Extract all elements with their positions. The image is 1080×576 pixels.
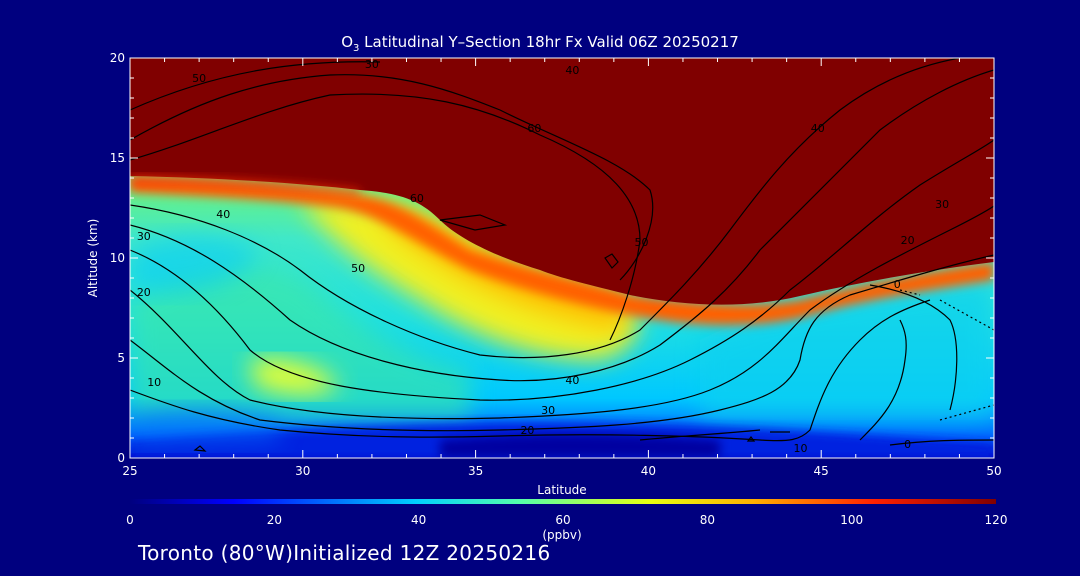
ozone-field <box>130 58 994 458</box>
colorbar-tick-label: 20 <box>267 513 282 527</box>
contour-label: 50 <box>634 236 648 249</box>
colorbar-tick-label: 60 <box>555 513 570 527</box>
contour-label: 50 <box>351 262 365 275</box>
contour-label: 30 <box>541 404 555 417</box>
x-tick-label: 50 <box>986 464 1001 478</box>
colorbar-ticks: 0 20 40 60 80 100 120 <box>126 513 1007 527</box>
contour-label: 50 <box>192 72 206 85</box>
contour-label: 40 <box>216 208 230 221</box>
contour-label: 60 <box>527 122 541 135</box>
colorbar-tick-label: 100 <box>840 513 863 527</box>
y-tick-label: 10 <box>110 251 125 265</box>
colorbar <box>130 499 996 504</box>
chart-title: O3 Latitudinal Y–Section 18hr Fx Valid 0… <box>341 33 739 54</box>
contour-label: 20 <box>901 234 915 247</box>
x-tick-label: 35 <box>468 464 483 478</box>
contour-label: 30 <box>365 58 379 71</box>
contour-lines <box>130 58 994 452</box>
contour-label: 30 <box>935 198 949 211</box>
y-axis-label: Altitude (km) <box>86 219 100 298</box>
contour-label: 10 <box>147 376 161 389</box>
contour-label: 0 <box>894 278 901 291</box>
contour-label: 0 <box>904 438 911 451</box>
colorbar-unit-label: (ppbv) <box>542 528 581 542</box>
contour-label: 40 <box>811 122 825 135</box>
colorbar-tick-label: 0 <box>126 513 134 527</box>
y-tick-label: 20 <box>110 51 125 65</box>
contour-label: 20 <box>137 286 151 299</box>
x-tick-label: 30 <box>295 464 310 478</box>
contour-label: 30 <box>137 230 151 243</box>
contour-labels: 50 30 40 60 40 30 20 0 60 50 40 30 50 20 10 40 30 20 10 0 <box>137 58 949 455</box>
x-tick-label: 40 <box>641 464 656 478</box>
footer-run-info: Toronto (80°W)Initialized 12Z 20250216 <box>138 541 551 565</box>
x-tick-label: 25 <box>122 464 137 478</box>
contour-label: 20 <box>520 424 534 437</box>
y-tick-label: 0 <box>117 451 125 465</box>
x-axis-ticks: 25 30 35 40 45 50 <box>122 58 1002 478</box>
contour-label: 60 <box>410 192 424 205</box>
y-tick-label: 5 <box>117 351 125 365</box>
colorbar-tick-label: 80 <box>700 513 715 527</box>
contour-label: 10 <box>793 442 807 455</box>
x-axis-label: Latitude <box>537 483 586 497</box>
y-tick-label: 15 <box>110 151 125 165</box>
colorbar-tick-label: 40 <box>411 513 426 527</box>
contour-label: 40 <box>565 374 579 387</box>
y-axis-ticks: 0 5 10 15 20 <box>110 51 994 465</box>
x-tick-label: 45 <box>814 464 829 478</box>
contour-label: 40 <box>565 64 579 77</box>
colorbar-tick-label: 120 <box>985 513 1008 527</box>
